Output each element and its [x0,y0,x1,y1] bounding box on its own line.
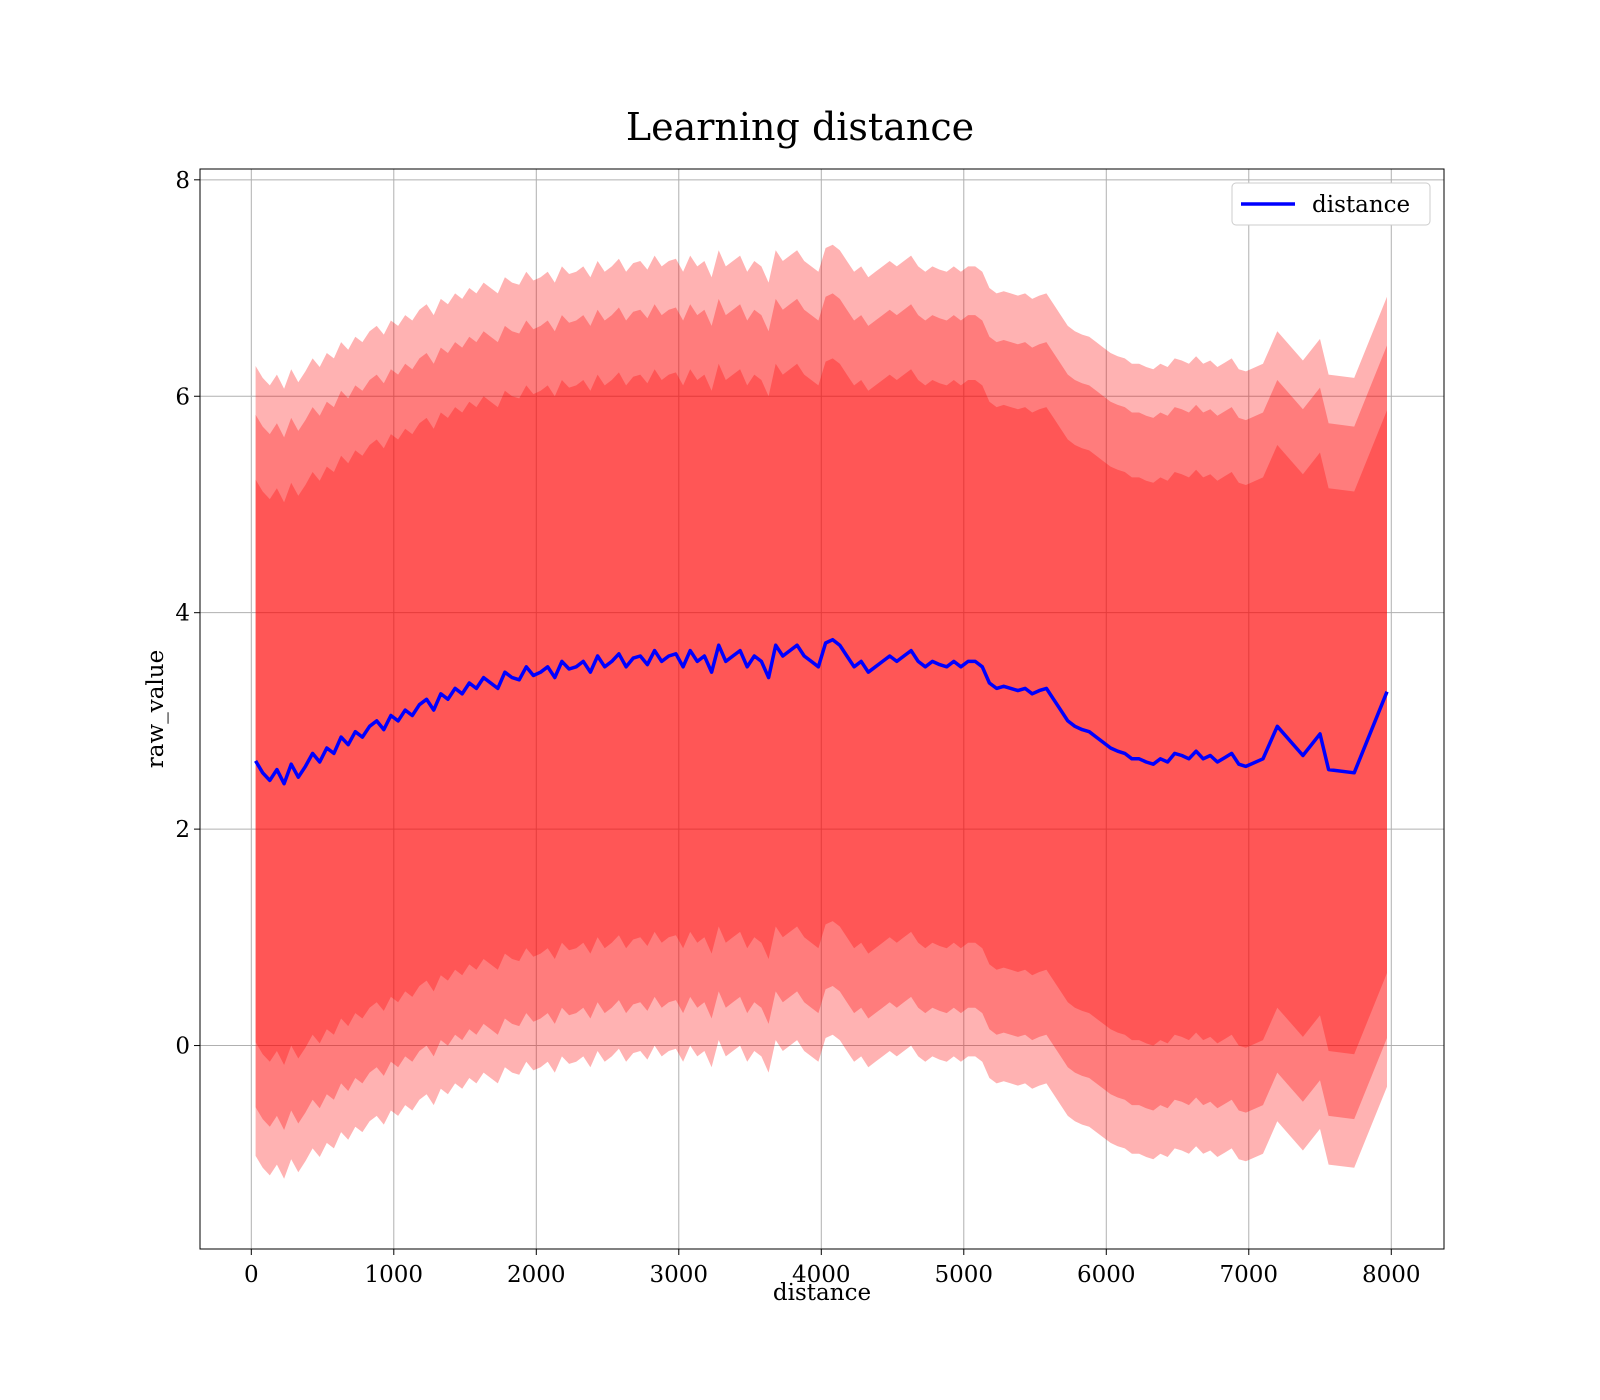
x-tick-label: 2000 [507,1262,566,1288]
x-tick-label: 3000 [650,1262,709,1288]
legend-box [1231,182,1431,226]
legend-label-distance: distance [1312,192,1410,218]
y-tick-label: 8 [175,168,190,194]
x-tick-label: 0 [244,1262,259,1288]
chart-title: Learning distance [626,105,974,149]
error-bands [255,244,1388,1179]
x-tick-label: 4000 [792,1262,851,1288]
error-band-2 [255,293,1388,1130]
x-tick-label: 8000 [1362,1262,1421,1288]
x-tick-label: 6000 [1077,1262,1136,1288]
y-tick-label: 4 [175,601,190,627]
y-tick-label: 2 [175,817,190,843]
x-tick-label: 1000 [365,1262,424,1288]
x-axis-ticks: 0 1000 2000 3000 4000 5000 6000 7000 8000 [244,1249,1421,1288]
grid-lines [200,169,1444,1249]
plot-area-frame [199,168,1445,1250]
y-axis-label: raw_value [143,650,169,768]
series-line-distance [254,637,1389,786]
legend: distance [1231,182,1431,226]
error-band-1 [255,244,1388,1179]
x-tick-label: 5000 [935,1262,994,1288]
x-axis-label: distance [773,1280,871,1306]
x-tick-label: 7000 [1220,1262,1279,1288]
y-tick-label: 6 [175,384,190,410]
error-band-3 [255,358,1388,1065]
y-tick-label: 0 [175,1034,190,1060]
y-axis-ticks: 0 2 4 6 8 [175,168,200,1060]
